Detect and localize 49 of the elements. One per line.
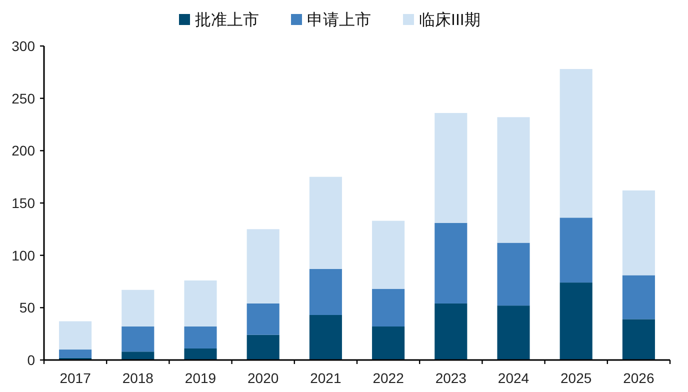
bar	[246, 334, 280, 360]
x-tick-label: 2024	[498, 370, 530, 386]
bar	[622, 319, 655, 360]
bar	[622, 190, 655, 276]
bar	[497, 306, 530, 360]
bar	[622, 275, 655, 320]
bar	[309, 268, 342, 315]
bar	[246, 229, 280, 304]
legend-label: 临床III期	[419, 11, 480, 29]
x-tick-label: 2017	[60, 370, 92, 386]
y-tick-label: 100	[12, 247, 36, 264]
bar	[309, 314, 342, 360]
bar	[59, 350, 92, 358]
bar	[434, 112, 468, 223]
bar	[372, 326, 405, 360]
bar	[184, 348, 217, 360]
y-tick-label: 300	[12, 38, 36, 54]
x-tick-label: 2023	[435, 370, 467, 386]
legend-label: 申请上市	[307, 11, 371, 29]
bar	[434, 303, 468, 360]
bar	[59, 321, 92, 350]
bar	[309, 176, 342, 269]
x-tick-label: 2019	[184, 370, 216, 386]
bar	[122, 326, 154, 352]
bar	[184, 326, 217, 348]
bar	[372, 220, 405, 289]
y-tick-label: 250	[12, 90, 36, 106]
x-tick-label: 2018	[122, 370, 154, 386]
bar	[560, 282, 592, 360]
y-tick-label: 50	[19, 300, 36, 316]
y-tick-label: 150	[12, 195, 36, 211]
bar	[184, 280, 217, 327]
x-tick-label: 2025	[560, 370, 592, 386]
legend-label: 批准上市	[195, 11, 259, 29]
bar	[560, 218, 592, 283]
bar	[497, 242, 530, 306]
bar	[246, 303, 280, 335]
x-tick-label: 2021	[310, 370, 342, 386]
bar	[372, 288, 405, 327]
x-tick-label: 2022	[372, 370, 404, 386]
bar	[560, 69, 592, 218]
x-tick-label: 2026	[623, 370, 654, 386]
bar	[497, 117, 530, 243]
bar	[122, 290, 154, 327]
y-tick-label: 200	[12, 142, 36, 159]
bar	[434, 222, 468, 304]
y-tick-label: 0	[27, 352, 36, 368]
x-tick-label: 2020	[248, 370, 279, 386]
bar	[122, 352, 154, 360]
